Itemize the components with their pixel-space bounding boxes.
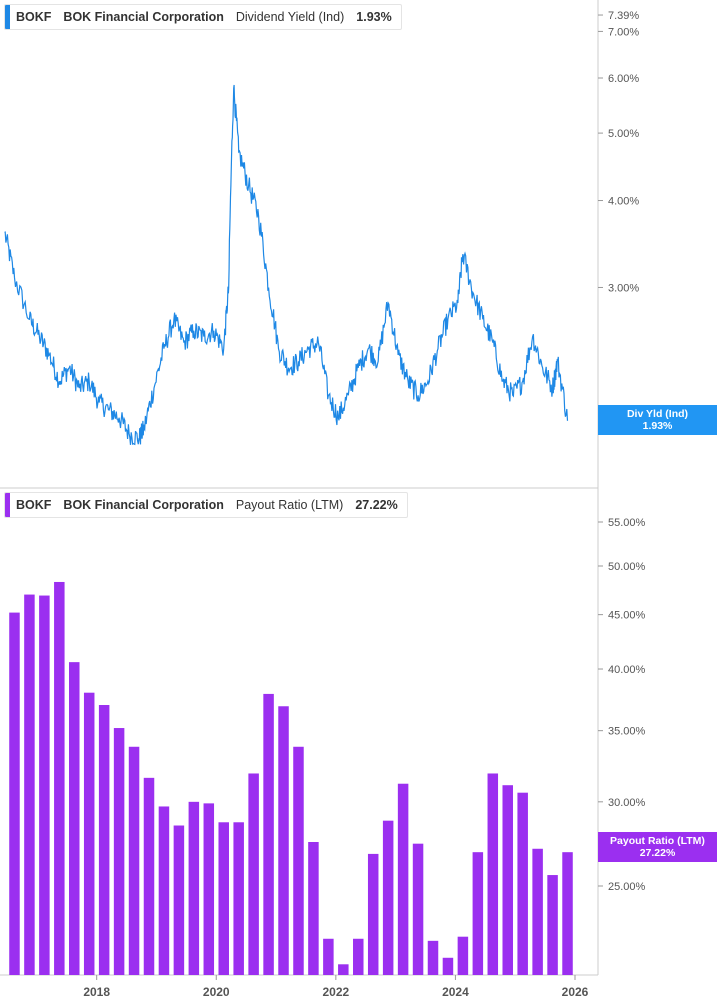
legend-ticker: BOKF (16, 10, 52, 24)
payout-bar (323, 938, 334, 975)
payout-bar (353, 938, 364, 975)
payout-tick-label: 55.00% (608, 517, 646, 529)
x-tick-label: 2024 (442, 985, 469, 999)
payout-bar (173, 825, 185, 975)
yield-badge-value: 1.93% (642, 420, 673, 432)
payout-tick-label: 40.00% (608, 664, 646, 676)
payout-bar (128, 746, 140, 975)
payout-bar (517, 792, 528, 975)
payout-bar (54, 581, 65, 975)
payout-bar (547, 875, 558, 975)
payout-axis-ticks: 55.00% 50.00% 45.00% 40.00% 35.00% 30.00% 25.0… (598, 517, 646, 893)
payout-bar (472, 852, 484, 975)
payout-tick-label: 50.00% (608, 561, 646, 573)
payout-bar (442, 957, 454, 975)
payout-bar (308, 841, 319, 975)
payout-bar (188, 801, 200, 975)
yield-tick-label: 5.00% (608, 128, 639, 140)
payout-bar (203, 803, 215, 975)
payout-bar (278, 706, 289, 975)
legend-metric: Dividend Yield (Ind) (235, 10, 345, 24)
payout-bar (382, 820, 394, 975)
payout-bar (487, 773, 499, 975)
x-tick-label: 2020 (203, 985, 230, 999)
payout-bar (83, 692, 95, 975)
legend-metric: Payout Ratio (LTM) (235, 498, 344, 512)
payout-tick-label: 30.00% (608, 797, 646, 809)
yield-badge: Div Yld (Ind) 1.93% (598, 405, 717, 435)
x-tick-label: 2022 (322, 985, 349, 999)
legend-ticker: BOKF (16, 498, 52, 512)
payout-bars (9, 581, 573, 975)
yield-tick-label: 7.00% (608, 26, 639, 38)
payout-bar (293, 746, 304, 975)
yield-tick-label: 4.00% (608, 196, 639, 208)
payout-bar (143, 777, 155, 975)
payout-bar (502, 785, 513, 975)
yield-badge-label: Div Yld (Ind) (626, 408, 689, 420)
payout-bar (69, 662, 80, 975)
bottom-legend: BOKF BOK Financial Corporation Payout Ra… (4, 492, 408, 518)
payout-bar (113, 728, 125, 975)
top-legend: BOKF BOK Financial Corporation Dividend … (4, 4, 402, 30)
payout-bar (248, 773, 259, 975)
payout-badge: Payout Ratio (LTM) 27.22% (598, 832, 717, 862)
yield-tick-label: 7.39% (608, 10, 639, 22)
yield-tick-label: 6.00% (608, 73, 639, 85)
legend-company: BOK Financial Corporation (63, 498, 224, 512)
payout-bar (562, 852, 573, 975)
payout-bar (532, 848, 543, 975)
legend-swatch-payout (5, 493, 10, 517)
payout-bar (158, 806, 170, 975)
payout-badge-value: 27.22% (639, 847, 676, 859)
payout-bar (98, 705, 110, 975)
payout-bar (397, 783, 409, 975)
legend-swatch-yield (5, 5, 10, 29)
payout-bar (218, 822, 229, 975)
payout-bar (233, 822, 244, 975)
payout-tick-label: 25.00% (608, 881, 646, 893)
payout-bar (9, 612, 20, 975)
x-tick-label: 2026 (562, 985, 589, 999)
legend-company: BOK Financial Corporation (63, 10, 224, 24)
payout-bar (412, 843, 424, 975)
yield-axis-ticks: 7.39%7.00%6.00%5.00%4.00%3.00%2.00% (598, 10, 639, 417)
payout-bar (24, 594, 35, 975)
legend-value: 27.22% (355, 498, 398, 512)
yield-line (4, 84, 569, 446)
legend-value: 1.93% (356, 10, 392, 24)
payout-bar (427, 940, 439, 975)
x-axis-ticks: 2018 2020 2022 2024 2026 (83, 975, 589, 999)
yield-tick-label: 3.00% (608, 282, 639, 294)
payout-bar (457, 936, 469, 975)
x-tick-label: 2018 (83, 985, 110, 999)
payout-tick-label: 45.00% (608, 610, 646, 622)
payout-bar (367, 853, 379, 975)
payout-bar (263, 693, 274, 975)
payout-badge-label: Payout Ratio (LTM) (610, 835, 705, 847)
payout-bar (338, 964, 349, 975)
payout-bar (39, 595, 50, 975)
payout-tick-label: 35.00% (608, 726, 646, 738)
